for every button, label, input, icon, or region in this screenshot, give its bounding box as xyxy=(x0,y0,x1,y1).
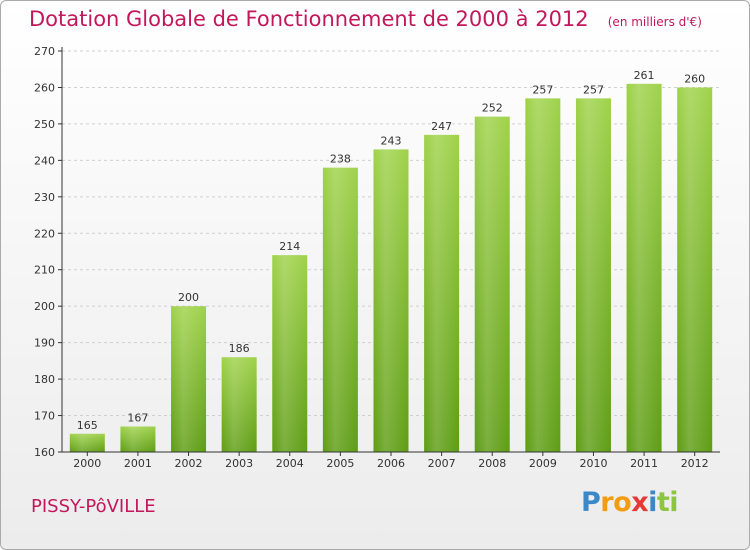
x-tick-label: 2010 xyxy=(579,457,607,470)
y-tick-label: 200 xyxy=(34,300,55,313)
logo-letter: r xyxy=(600,487,614,518)
bar-shine xyxy=(474,116,510,453)
bar-value-label: 252 xyxy=(482,102,503,115)
bar-shine xyxy=(69,433,105,452)
y-tick-label: 240 xyxy=(34,154,55,167)
x-tick-label: 2000 xyxy=(73,457,101,470)
x-tick-label: 2012 xyxy=(681,457,709,470)
y-tick-label: 220 xyxy=(34,227,55,240)
x-tick-label: 2011 xyxy=(630,457,658,470)
bar-shine xyxy=(272,255,308,452)
bar-value-label: 243 xyxy=(381,134,402,147)
x-tick-label: 2002 xyxy=(175,457,203,470)
bar-value-label: 186 xyxy=(229,342,250,355)
y-tick-label: 170 xyxy=(34,410,55,423)
x-tick-label: 2007 xyxy=(428,457,456,470)
bar-value-label: 260 xyxy=(684,72,705,85)
logo-letter: o xyxy=(613,487,632,518)
y-tick-label: 210 xyxy=(34,264,55,277)
x-tick-label: 2003 xyxy=(225,457,253,470)
bar-layer: 165 167 200 186 214 238 243 247 252 257 257 261 260 xyxy=(69,69,713,453)
y-tick-label: 190 xyxy=(34,337,55,350)
bar-shine xyxy=(171,306,207,452)
bar-value-label: 200 xyxy=(178,291,199,304)
proxiti-logo: Proxiti xyxy=(581,487,679,518)
y-tick-label: 260 xyxy=(34,81,55,94)
x-tick-label: 2005 xyxy=(326,457,354,470)
bar-shine xyxy=(677,87,713,453)
chart-subtitle: (en milliers d'€) xyxy=(607,15,702,29)
bar-value-label: 238 xyxy=(330,153,351,166)
logo-letter: i xyxy=(669,487,679,518)
bar-value-label: 167 xyxy=(127,411,148,424)
bar-shine xyxy=(373,149,409,452)
bar-value-label: 247 xyxy=(431,120,452,133)
logo-letter: t xyxy=(656,487,670,518)
bar-shine xyxy=(221,357,257,452)
logo-letter: x xyxy=(631,487,649,518)
bar-shine xyxy=(575,98,611,453)
y-tick-label: 180 xyxy=(34,373,55,386)
y-tick-label: 230 xyxy=(34,191,55,204)
axis-layer: 160 170 180 190 200 210 220 230 240 250 260 270 2000… xyxy=(34,45,720,470)
y-tick-label: 270 xyxy=(34,45,55,58)
city-name: PISSY-PôVILLE xyxy=(31,496,156,517)
bar-shine xyxy=(120,426,156,452)
title-row: Dotation Globale de Fonctionnement de 20… xyxy=(29,7,702,31)
chart-title: Dotation Globale de Fonctionnement de 20… xyxy=(29,7,589,31)
x-tick-label: 2009 xyxy=(529,457,557,470)
bar-shine xyxy=(626,83,662,453)
bar-shine xyxy=(322,167,358,452)
x-tick-label: 2004 xyxy=(276,457,304,470)
bar-value-label: 261 xyxy=(634,69,655,82)
bar-value-label: 257 xyxy=(583,83,604,96)
logo-letter: i xyxy=(648,487,657,518)
x-tick-label: 2001 xyxy=(124,457,152,470)
x-tick-label: 2006 xyxy=(377,457,405,470)
logo-letter: P xyxy=(581,487,601,518)
y-tick-label: 160 xyxy=(34,446,55,459)
bar-shine xyxy=(424,134,460,452)
bar-shine xyxy=(525,98,561,453)
x-tick-label: 2008 xyxy=(478,457,506,470)
bar-value-label: 165 xyxy=(77,419,98,432)
bar-value-label: 257 xyxy=(532,83,553,96)
y-tick-label: 250 xyxy=(34,118,55,131)
bar-value-label: 214 xyxy=(279,240,300,253)
